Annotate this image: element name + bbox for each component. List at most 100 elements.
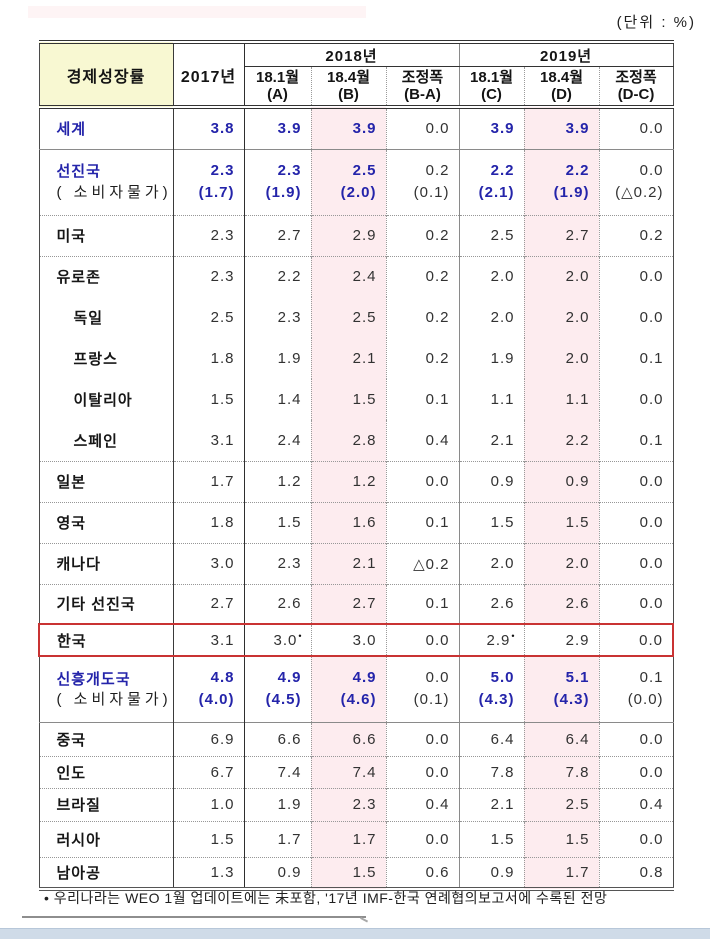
value-cell: 0.2	[386, 338, 460, 379]
value-cell: 0.2	[386, 255, 460, 297]
value-cell: 1.8	[173, 501, 245, 543]
column-header-2017: 2017년	[173, 42, 245, 109]
value-cell: 0.2 (0.1)	[386, 148, 460, 215]
value-cell: 2.2	[244, 255, 312, 297]
value-cell: 1.2	[311, 460, 387, 502]
value-cell: 1.2	[244, 460, 312, 502]
value-cell: 0.9	[524, 460, 600, 502]
table-body: 세계 3.8 3.9 3.9 0.0 3.9 3.9 0.0 선진국( 소비자물가) 2.3 (1.…	[38, 107, 675, 889]
value-cell: 0.1	[639, 431, 664, 449]
row-label: 기타 선진국	[39, 583, 174, 624]
value-cell: 2.3	[244, 297, 312, 338]
value-cell: 1.9	[244, 338, 312, 379]
value-cell: 1.7	[173, 460, 245, 502]
header-sub-row: 18.1월 (A) 18.4월 (B) 조정폭 (B-A) 18.1월 (C) 18.4…	[39, 66, 674, 109]
value-cell: 2.1	[459, 787, 525, 821]
value-cell: 0.0	[386, 623, 460, 657]
value-cell: 6.4	[524, 721, 600, 756]
value-cell: 1.8	[173, 338, 245, 379]
value-cell-secondary: (1.9)	[265, 184, 302, 201]
table-row: 유로존 2.3 2.2 2.4 0.2 2.0 2.0 0.0	[39, 255, 674, 297]
value-cell: 7.4	[311, 755, 387, 788]
value-cell: 3.0	[311, 623, 387, 657]
value-cell: 1.4	[244, 379, 312, 420]
value-cell: 0.8	[599, 856, 674, 889]
column-header-adjust-B-A: 조정폭 (B-A)	[386, 66, 460, 109]
value-cell: 2.9•	[459, 623, 525, 657]
value-cell: 2.5	[524, 787, 600, 821]
value-cell: 2.7	[311, 583, 387, 624]
value-cell: 0.0	[599, 820, 674, 857]
value-cell: 3.9	[459, 107, 525, 149]
table-row: 독일 2.5 2.3 2.5 0.2 2.0 2.0 0.0	[39, 297, 673, 338]
value-cell: 0.0	[639, 309, 664, 326]
row-label: 캐나다	[39, 542, 174, 584]
footnote-text: • 우리나라는 WEO 1월 업데이트에는 未포함, '17년 IMF-한국 연…	[44, 890, 608, 906]
table-row: 남아공 1.3 0.9 1.5 0.6 0.9 1.7 0.8	[39, 856, 674, 889]
value-cell: 1.6	[311, 501, 387, 543]
row-label: 미국	[39, 214, 174, 256]
value-cell-secondary: (4.3)	[478, 691, 515, 709]
row-label: 중국	[39, 721, 174, 756]
value-cell: 0.0	[599, 583, 674, 624]
table-row: 러시아 1.5 1.7 1.7 0.0 1.5 1.5 0.0	[39, 820, 674, 857]
value-cell: 3.0	[173, 542, 245, 584]
value-cell: 2.1	[459, 420, 525, 461]
value-cell: 6.6	[244, 721, 312, 756]
row-label: 인도	[39, 755, 174, 788]
value-cell: 2.4	[244, 420, 312, 461]
value-cell: 2.6	[459, 583, 525, 624]
value-cell: 2.5	[459, 214, 525, 256]
value-cell-secondary: (2.0)	[340, 184, 377, 201]
row-label: 러시아	[39, 820, 174, 857]
header-line: 18.4월	[327, 68, 370, 86]
value-cell: 3.1	[173, 420, 245, 461]
value-cell: △0.2	[386, 542, 460, 584]
value-cell: 1.1	[524, 379, 600, 420]
value-cell-secondary: (1.7)	[198, 184, 235, 201]
value-cell: 0.2	[386, 214, 460, 256]
value-cell: 0.0	[639, 120, 664, 138]
value-cell: 0.0	[599, 501, 674, 543]
value-cell: 0.0	[599, 721, 674, 756]
column-header-18-4-D: 18.4월 (D)	[524, 66, 600, 109]
value-cell: 0.0	[599, 755, 674, 788]
header-line: (D-C)	[617, 86, 655, 103]
column-header-18-1-A: 18.1월 (A)	[244, 66, 312, 109]
value-cell: 1.5	[244, 501, 312, 543]
table-row: 스페인 3.1 2.4 2.8 0.4 2.1 2.2 0.1	[39, 420, 673, 461]
row-label: 일본	[39, 460, 174, 502]
value-cell: 7.4	[244, 755, 312, 788]
table-row: 프랑스 1.8 1.9 2.1 0.2 1.9 2.0 0.1	[39, 338, 673, 379]
value-cell: 0.0	[599, 542, 674, 584]
growth-forecast-table: 경제성장률 2017년 2018년 2019년 18.1월 (A) 18.4월 (B…	[38, 40, 675, 891]
table-row: 기타 선진국 2.7 2.6 2.7 0.1 2.6 2.6 0.0	[39, 583, 674, 624]
value-cell: 2.0	[524, 255, 600, 297]
value-cell: 0.4	[599, 787, 674, 821]
value-cell: 0.0	[386, 107, 460, 149]
row-label: 한국	[38, 623, 174, 657]
value-cell: 1.5	[524, 820, 600, 857]
value-cell: 1.5	[459, 820, 525, 857]
row-label: 브라질	[39, 787, 174, 821]
column-header-18-1-C: 18.1월 (C)	[459, 66, 525, 109]
header-group-row: 경제성장률 2017년 2018년 2019년	[39, 42, 674, 109]
value-cell: 1.1	[459, 379, 525, 420]
row-label: 스페인	[39, 420, 174, 461]
header-line: 18.1월	[256, 68, 299, 86]
value-cell: 0.1	[386, 583, 460, 624]
table-row: 캐나다 3.0 2.3 2.1 △0.2 2.0 2.0 0.0	[39, 542, 674, 584]
header-line: 18.4월	[540, 68, 584, 86]
value-cell: 0.2	[386, 297, 460, 338]
value-cell: 0.0	[386, 755, 460, 788]
value-cell-secondary: (4.0)	[198, 691, 235, 709]
table-row: 한국 3.1 3.0• 3.0 0.0 2.9• 2.9 0.0	[38, 623, 675, 657]
value-cell: 0.4	[386, 787, 460, 821]
value-cell: 2.3	[244, 542, 312, 584]
value-cell: 0.1 (0.0)	[599, 656, 673, 722]
value-cell-secondary: (2.1)	[478, 184, 515, 201]
unit-label: (단위 : %)	[616, 14, 696, 31]
value-cell: 3.9	[311, 107, 387, 149]
value-cell: 7.8	[459, 755, 525, 788]
